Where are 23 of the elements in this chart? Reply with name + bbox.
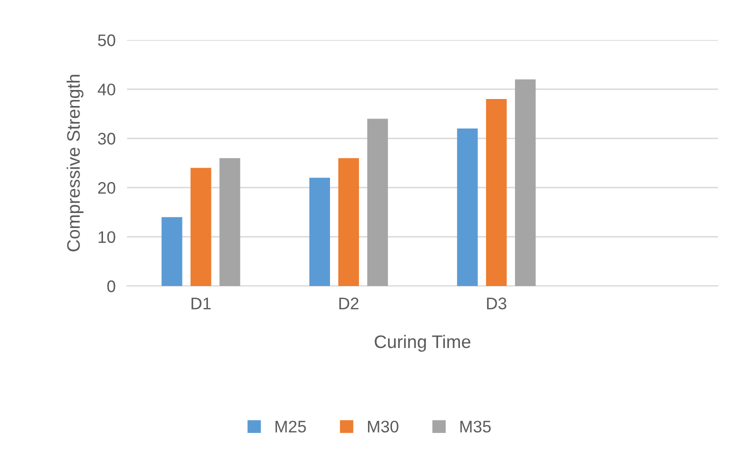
bar xyxy=(219,158,240,286)
bar xyxy=(514,79,536,286)
bar xyxy=(486,99,507,286)
bar xyxy=(162,217,182,286)
x-tick-label: D1 xyxy=(192,298,211,310)
legend-label: M35 xyxy=(460,420,491,433)
x-tick-label: D3 xyxy=(487,298,506,310)
y-tick-label: 50 xyxy=(98,34,116,46)
y-tick-label: 0 xyxy=(107,280,116,292)
x-tick-label: D2 xyxy=(339,298,358,310)
bar xyxy=(190,168,212,286)
y-tick-label: 40 xyxy=(98,84,116,96)
bar xyxy=(367,118,388,286)
y-tick-label: 20 xyxy=(98,182,116,194)
y-tick-label: 10 xyxy=(98,231,116,244)
legend-label: M25 xyxy=(276,420,306,433)
y-tick-label: 30 xyxy=(98,132,116,145)
bar xyxy=(457,128,478,286)
bar xyxy=(338,158,359,286)
x-axis-title: Curing Time xyxy=(374,334,470,352)
bar xyxy=(309,178,330,286)
legend-label: M30 xyxy=(368,420,398,433)
y-axis-title: Compressive Strength xyxy=(66,74,84,252)
